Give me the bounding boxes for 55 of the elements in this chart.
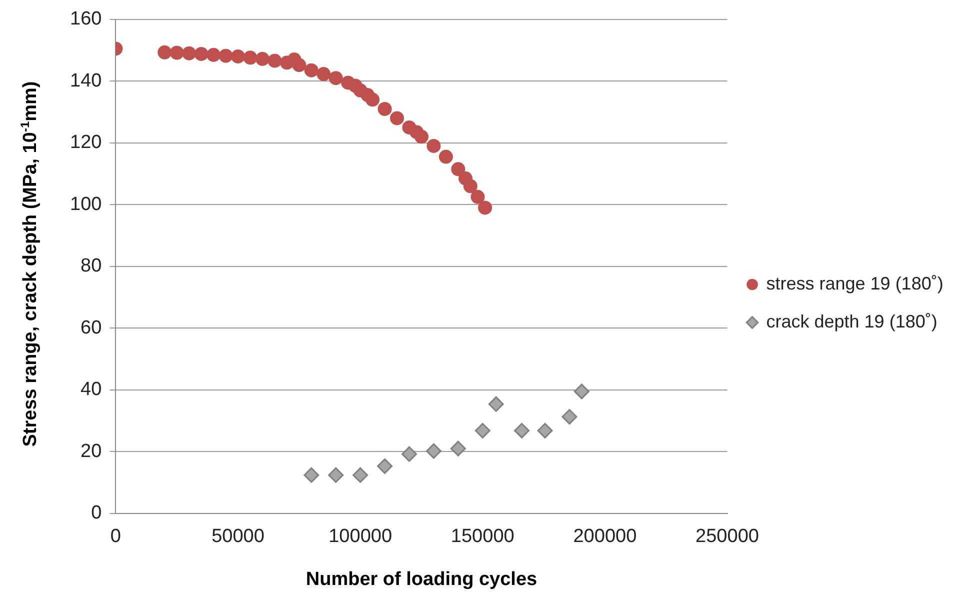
point (470, 190, 485, 204)
point (562, 409, 578, 425)
legend-label: stress range 19 (180˚) (766, 273, 944, 294)
x-tick-label: 0 (110, 526, 121, 548)
point (401, 446, 417, 462)
x-axis-title: Number of loading cycles (306, 568, 538, 590)
point (390, 111, 404, 126)
point (574, 384, 590, 400)
point (537, 422, 553, 438)
point (194, 46, 208, 61)
point (304, 63, 318, 78)
y-tick-label: 120 (70, 132, 102, 154)
point (377, 458, 393, 474)
point (488, 396, 504, 412)
point (170, 46, 184, 60)
point (231, 49, 246, 64)
y-tick-label: 80 (80, 256, 102, 277)
point (366, 92, 380, 107)
point (478, 200, 492, 215)
point (474, 422, 490, 438)
point (414, 130, 428, 144)
point (438, 150, 453, 164)
point (514, 422, 530, 438)
point (426, 138, 441, 153)
point (316, 67, 331, 82)
point (451, 162, 466, 176)
point (352, 467, 368, 483)
point (255, 52, 270, 66)
legend-label: crack depth 19 (180˚) (766, 311, 938, 332)
y-tick-label: 100 (70, 194, 102, 215)
y-tick-label: 40 (80, 379, 102, 400)
point (206, 48, 221, 62)
point (268, 54, 282, 68)
point (378, 102, 392, 116)
point (243, 50, 258, 65)
point (182, 46, 196, 60)
point (328, 467, 344, 483)
point (328, 71, 343, 86)
y-tick-label: 60 (80, 317, 102, 338)
y-tick-label: 140 (70, 70, 102, 92)
point (463, 179, 478, 194)
x-tick-label: 150000 (450, 526, 514, 548)
point (292, 58, 306, 72)
y-tick-label: 160 (70, 8, 102, 30)
x-tick-label: 250000 (696, 526, 759, 548)
point (158, 45, 172, 60)
x-tick-label: 100000 (328, 526, 392, 548)
point (304, 467, 320, 483)
point (426, 443, 442, 459)
x-tick-label: 200000 (573, 526, 637, 548)
point (218, 48, 233, 63)
y-tick-label: 0 (91, 502, 102, 524)
x-tick-label: 50000 (212, 526, 264, 548)
point (450, 440, 466, 456)
y-tick-label: 20 (80, 440, 102, 462)
